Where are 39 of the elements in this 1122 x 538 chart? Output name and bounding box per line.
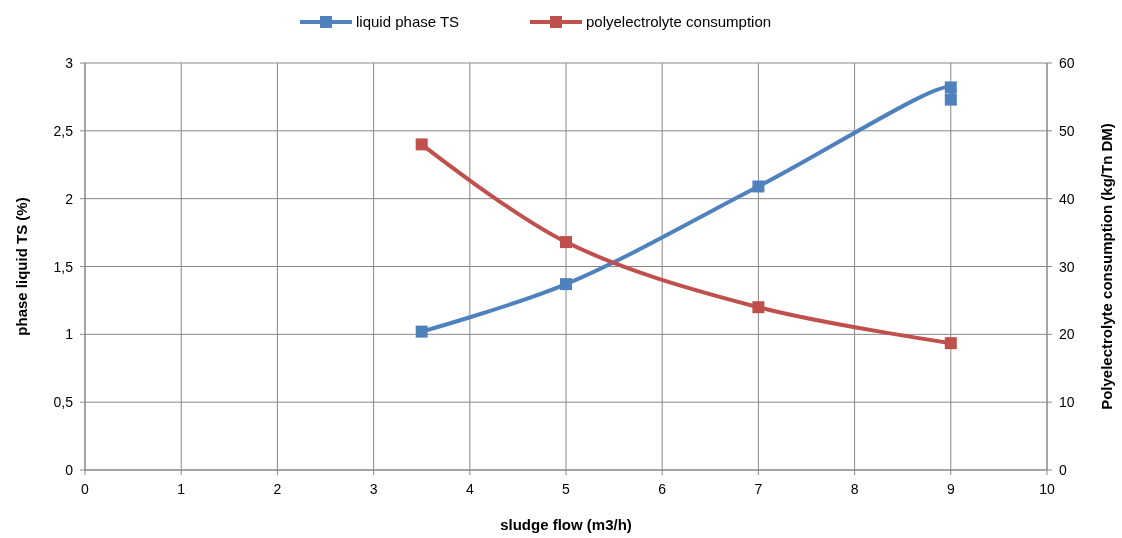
point [415,138,428,151]
x-tick-label: 6 [658,481,667,497]
y2-tick-label: 40 [1059,190,1075,207]
y-tick-label: 2 [65,190,74,207]
point [752,301,765,314]
x-tick-label: 10 [1039,481,1055,497]
x-tick-label: 1 [177,481,186,497]
point [944,93,957,106]
y-tick-label: 0,5 [53,394,74,411]
x-axis-title: sludge flow (m3/h) [500,516,632,533]
y2-tick-label: 10 [1059,394,1075,411]
y2-tick-label: 20 [1059,326,1075,343]
y2-tick-label: 0 [1059,462,1067,478]
x-tick-label: 7 [754,481,763,497]
x-tick-label: 9 [946,481,955,497]
y2-tick-label: 50 [1059,122,1075,139]
y2-tick-label: 60 [1059,55,1075,71]
legend-label: liquid phase TS [356,13,460,30]
y2-axis-title: Polyelectrolyte consumption (kg/Tn DM) [1098,123,1115,410]
point [560,236,572,249]
x-tick-label: 5 [562,481,571,497]
legend-label: polyelectrolyte consumption [586,13,772,30]
y-axis-title: phase liquid TS (%) [13,197,30,336]
y-tick-label: 3 [65,55,74,71]
point [752,180,765,193]
x-tick-label: 2 [273,481,282,497]
y-tick-label: 1,5 [53,258,74,275]
y2-tick-label: 30 [1059,258,1075,275]
point [944,337,957,350]
point [944,81,957,94]
x-tick-label: 4 [465,481,474,497]
point [415,325,428,338]
y-tick-label: 0 [65,462,74,478]
x-tick-label: 0 [81,481,90,497]
y-tick-label: 1 [65,326,74,343]
point [560,278,572,291]
y-tick-label: 2,5 [53,122,74,139]
x-tick-label: 8 [850,481,859,497]
x-tick-label: 3 [369,481,378,497]
